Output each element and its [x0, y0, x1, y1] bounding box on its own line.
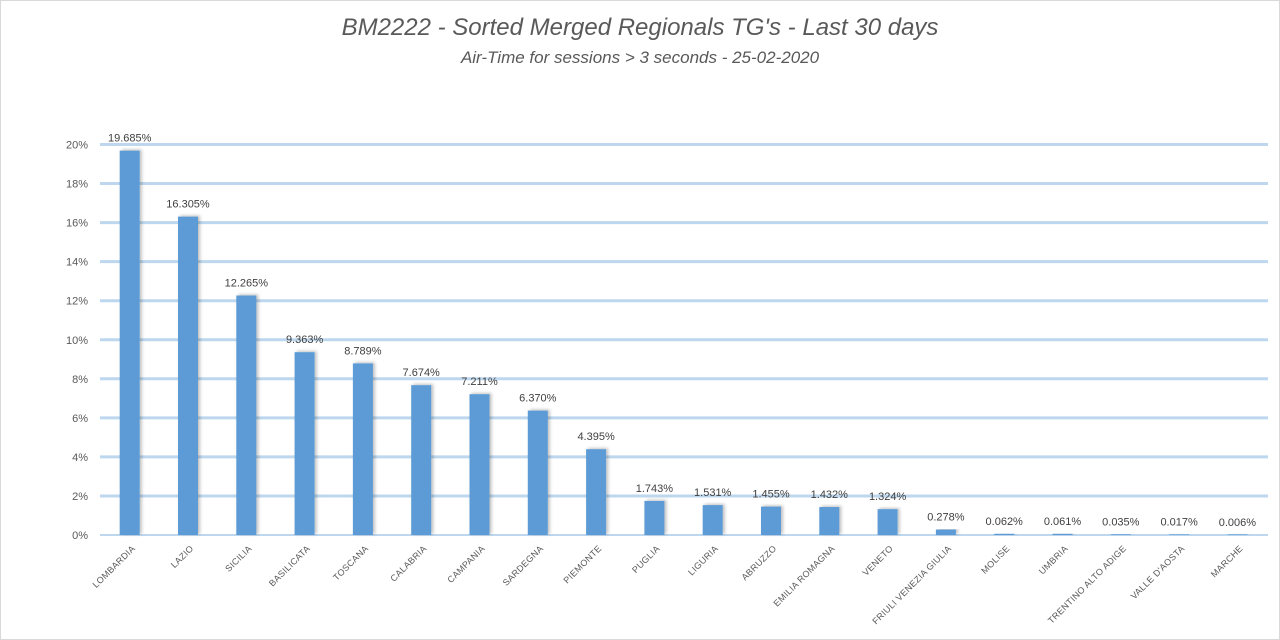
data-label: 7.211%: [461, 376, 498, 388]
y-axis-ticks: 0% 2% 4% 6% 8% 10% 12% 14% 16% 18% 20%: [66, 140, 88, 543]
bar: [527, 410, 548, 535]
gridlines: [100, 143, 1268, 536]
bar: [236, 295, 257, 535]
data-label: 1.743%: [636, 483, 674, 495]
bar: [469, 394, 490, 535]
data-label: 0.278%: [927, 512, 965, 524]
x-tick-label: SICILIA: [223, 543, 253, 573]
bars: [119, 150, 1248, 535]
bar: [352, 363, 373, 535]
y-tick-label: 10%: [66, 335, 88, 347]
data-label: 1.455%: [752, 489, 790, 501]
data-label: 6.370%: [519, 393, 557, 405]
y-tick-label: 16%: [66, 218, 88, 230]
bar: [819, 507, 840, 535]
data-label: 0.062%: [986, 516, 1024, 528]
chart-subtitle: Air-Time for sessions > 3 seconds - 25-0…: [460, 48, 820, 67]
bar: [644, 500, 665, 535]
data-label: 0.061%: [1044, 516, 1082, 528]
x-tick-label: ABRUZZO: [739, 543, 778, 582]
data-label: 4.395%: [577, 431, 615, 443]
bar: [1227, 534, 1248, 535]
bar: [761, 506, 781, 535]
data-label: 16.305%: [166, 199, 210, 211]
x-tick-label: VENETO: [861, 543, 895, 577]
x-tick-label: CAMPANIA: [445, 543, 487, 585]
x-tick-label: LIGURIA: [686, 543, 720, 577]
x-tick-label: LAZIO: [169, 543, 196, 570]
x-tick-label: MOLISE: [979, 543, 1011, 575]
y-tick-label: 18%: [66, 179, 88, 191]
x-tick-label: MARCHE: [1209, 543, 1245, 579]
bar: [935, 529, 956, 535]
y-tick-label: 8%: [72, 374, 88, 386]
bar: [994, 533, 1015, 535]
x-tick-label: PUGLIA: [630, 543, 662, 575]
x-tick-label: VALLE D'AOSTA: [1129, 543, 1187, 601]
y-tick-label: 4%: [72, 452, 88, 464]
x-tick-label: LOMBARDIA: [91, 543, 137, 589]
bar: [1169, 534, 1190, 535]
data-label: 9.363%: [286, 334, 324, 346]
data-label: 19.685%: [108, 133, 152, 145]
data-label: 7.674%: [403, 367, 441, 379]
bar: [702, 505, 723, 535]
x-tick-label: TOSCANA: [331, 543, 370, 582]
x-tick-label: CALABRIA: [388, 543, 428, 583]
y-tick-label: 0%: [72, 530, 88, 542]
data-label: 1.324%: [869, 491, 907, 503]
data-label: 0.006%: [1219, 517, 1257, 529]
y-tick-label: 20%: [66, 140, 88, 152]
x-axis-categories: LOMBARDIA LAZIO SICILIA BASILICATA TOSCANA CA…: [91, 543, 1245, 626]
x-tick-label: UMBRIA: [1037, 543, 1070, 576]
bar: [294, 352, 315, 535]
bar: [178, 216, 198, 535]
data-label: 1.531%: [694, 487, 732, 499]
y-tick-label: 6%: [72, 413, 88, 425]
data-label: 1.432%: [811, 489, 849, 501]
bar: [119, 150, 140, 535]
bar: [1110, 534, 1131, 535]
bar: [1052, 533, 1073, 535]
data-label: 0.035%: [1102, 516, 1140, 528]
y-tick-label: 12%: [66, 296, 88, 308]
data-label: 8.789%: [344, 345, 382, 357]
bar: [877, 509, 898, 535]
data-labels: 19.685% 16.305% 12.265% 9.363% 8.789% 7.674% 7…: [108, 133, 1256, 529]
x-tick-label: BASILICATA: [267, 543, 312, 588]
x-tick-label: SARDEGNA: [501, 543, 545, 587]
bar: [411, 385, 432, 535]
data-label: 0.017%: [1160, 517, 1198, 529]
bar: [586, 449, 607, 535]
y-tick-label: 2%: [72, 491, 88, 503]
x-tick-label: PIEMONTE: [562, 543, 604, 585]
x-tick-label: EMILIA ROMAGNA: [772, 543, 837, 608]
y-tick-label: 14%: [66, 257, 88, 269]
data-label: 12.265%: [225, 278, 269, 290]
chart-title: BM2222 - Sorted Merged Regionals TG's - …: [341, 14, 939, 41]
